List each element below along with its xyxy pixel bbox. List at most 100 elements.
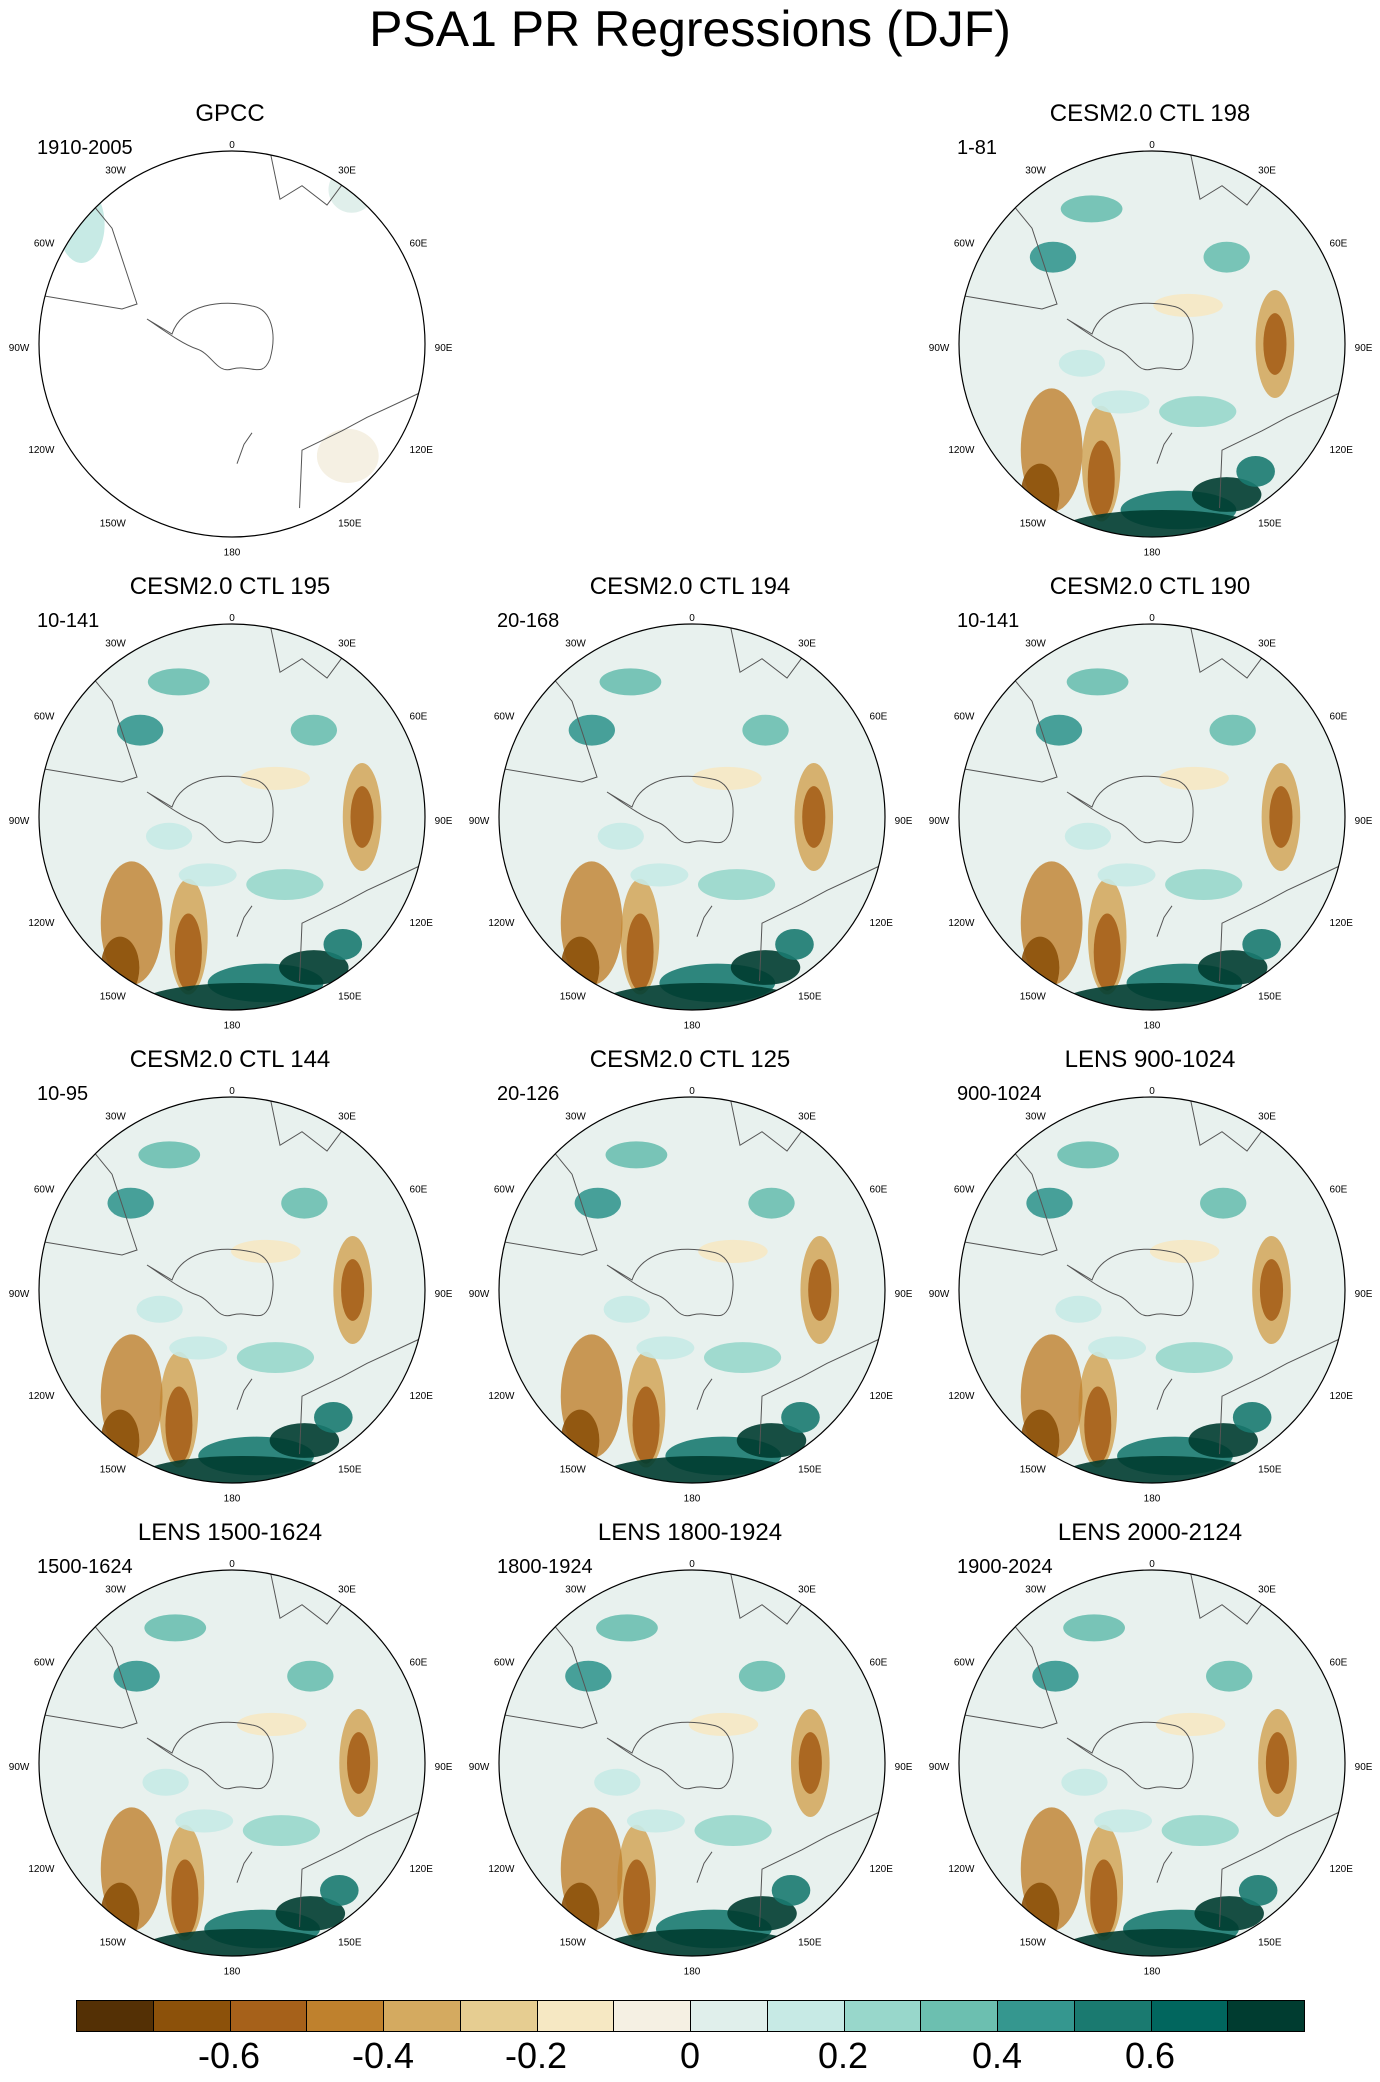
field-blob bbox=[1090, 1859, 1118, 1937]
colorbar-segment bbox=[1227, 2000, 1305, 2032]
panel-years: 10-141 bbox=[37, 610, 100, 632]
longitude-label: 60W bbox=[494, 1185, 515, 1196]
field-blob bbox=[1259, 1259, 1284, 1321]
field-blob bbox=[703, 1342, 782, 1373]
colorbar-tick-label: -0.4 bbox=[351, 2035, 415, 2076]
field-blob bbox=[242, 1815, 321, 1846]
polar-map-lens-900-1024: 0 30E 60E 90E 120E 150E 180 150W 120W 90W 60W 30W bbox=[929, 1086, 1373, 1504]
field-blob bbox=[316, 428, 379, 483]
field-blob bbox=[1165, 869, 1243, 900]
field-blob bbox=[1188, 1423, 1258, 1458]
longitude-label: 30W bbox=[565, 638, 586, 649]
panel-title: LENS 1800-1924 bbox=[597, 1519, 783, 1546]
colorbar-tick-label: 0.6 bbox=[1124, 2035, 1176, 2076]
longitude-label: 90W bbox=[9, 1289, 30, 1300]
new-zealand-outline bbox=[1156, 432, 1173, 464]
field-blob bbox=[742, 714, 789, 746]
africa-outline bbox=[269, 1097, 348, 1152]
field-blob bbox=[1263, 313, 1287, 375]
field-blob bbox=[1094, 1809, 1152, 1833]
field-blob bbox=[636, 1336, 695, 1360]
longitude-label: 180 bbox=[684, 1020, 701, 1031]
longitude-label: 90E bbox=[1355, 1762, 1373, 1773]
south-america-outline bbox=[502, 677, 598, 783]
figure-title: PSA1 PR Regressions (DJF) bbox=[369, 1, 1011, 57]
colorbar-segment bbox=[997, 2000, 1075, 2032]
map-field bbox=[39, 1570, 425, 1956]
field-blob bbox=[147, 668, 210, 696]
colorbar-segment bbox=[1073, 2000, 1152, 2032]
field-blob bbox=[236, 1342, 315, 1373]
longitude-label: 150W bbox=[100, 518, 127, 529]
field-blob bbox=[314, 1401, 353, 1433]
africa-outline bbox=[1189, 1570, 1268, 1625]
map-field bbox=[499, 1097, 885, 1483]
longitude-label: 150W bbox=[1020, 518, 1047, 529]
longitude-label: 180 bbox=[684, 1493, 701, 1504]
longitude-label: 0 bbox=[1149, 140, 1155, 151]
field-blob bbox=[594, 1768, 641, 1796]
longitude-label: 0 bbox=[229, 613, 235, 624]
field-blob bbox=[626, 1809, 685, 1833]
longitude-label: 30E bbox=[798, 638, 816, 649]
longitude-label: 180 bbox=[224, 1493, 241, 1504]
field-blob bbox=[275, 1896, 346, 1931]
longitude-label: 60E bbox=[1330, 239, 1348, 250]
longitude-label: 90E bbox=[1355, 343, 1373, 354]
field-blob bbox=[694, 1815, 772, 1846]
longitude-label: 120E bbox=[410, 1391, 434, 1402]
longitude-label: 180 bbox=[224, 547, 241, 558]
longitude-label: 90W bbox=[9, 816, 30, 827]
colorbar-tick-label: 0.4 bbox=[971, 2035, 1023, 2076]
field-blob bbox=[1209, 714, 1256, 746]
field-blob bbox=[246, 869, 324, 900]
field-blob bbox=[287, 1660, 334, 1692]
map-border bbox=[498, 623, 886, 1011]
field-blob bbox=[136, 1295, 183, 1323]
longitude-label: 0 bbox=[689, 1559, 695, 1570]
africa-outline bbox=[269, 624, 348, 679]
south-america-outline bbox=[502, 1623, 598, 1729]
field-blob bbox=[605, 1141, 668, 1169]
field-blob bbox=[320, 1874, 359, 1906]
map-panel-cesm-ctl-125: CESM2.0 CTL 125 20-126 0 30E 60E 90E 120E 150… bbox=[460, 1036, 920, 1506]
field-blob bbox=[692, 766, 762, 790]
field-blob bbox=[279, 950, 349, 985]
longitude-label: 150W bbox=[1020, 991, 1047, 1002]
field-blob bbox=[1097, 863, 1156, 887]
field-blob bbox=[748, 1187, 795, 1219]
longitude-label: 60W bbox=[954, 239, 975, 250]
longitude-label: 30E bbox=[338, 1111, 356, 1122]
new-zealand-outline bbox=[696, 1378, 713, 1410]
longitude-label: 60E bbox=[1330, 1658, 1348, 1669]
field-blob bbox=[623, 1859, 651, 1937]
field-blob bbox=[595, 982, 808, 1010]
field-blob bbox=[1238, 1874, 1278, 1906]
australia-outline bbox=[299, 864, 422, 982]
australia-outline bbox=[1219, 1337, 1342, 1455]
field-blob bbox=[603, 1295, 650, 1323]
longitude-label: 60W bbox=[34, 1658, 55, 1669]
south-america-outline bbox=[502, 1150, 598, 1256]
field-blob bbox=[595, 1928, 808, 1956]
longitude-label: 90W bbox=[929, 1762, 950, 1773]
longitude-label: 30W bbox=[1025, 165, 1046, 176]
map-border bbox=[498, 1569, 886, 1957]
field-blob bbox=[1159, 766, 1229, 790]
colorbar-segment bbox=[306, 2000, 384, 2032]
longitude-label: 180 bbox=[224, 1020, 241, 1031]
field-blob bbox=[1061, 1768, 1108, 1796]
longitude-label: 180 bbox=[1144, 1966, 1161, 1977]
new-zealand-outline bbox=[236, 1378, 253, 1410]
new-zealand-outline bbox=[696, 1851, 713, 1883]
antarctica-outline bbox=[146, 1248, 274, 1317]
field-blob bbox=[1020, 1882, 1060, 1945]
map-panel-lens-1800-1924: LENS 1800-1924 1800-1924 0 30E 60E 90E 120E 1… bbox=[460, 1509, 920, 1979]
africa-outline bbox=[1189, 151, 1268, 206]
longitude-label: 120W bbox=[28, 445, 55, 456]
longitude-label: 150E bbox=[1258, 1464, 1282, 1475]
longitude-label: 120W bbox=[948, 1864, 975, 1875]
longitude-label: 30W bbox=[565, 1584, 586, 1595]
field-blob bbox=[730, 950, 801, 985]
map-panel-cesm-ctl-198: CESM2.0 CTL 198 1-81 0 30E 60E 90E 120E 150E 1… bbox=[920, 90, 1380, 560]
